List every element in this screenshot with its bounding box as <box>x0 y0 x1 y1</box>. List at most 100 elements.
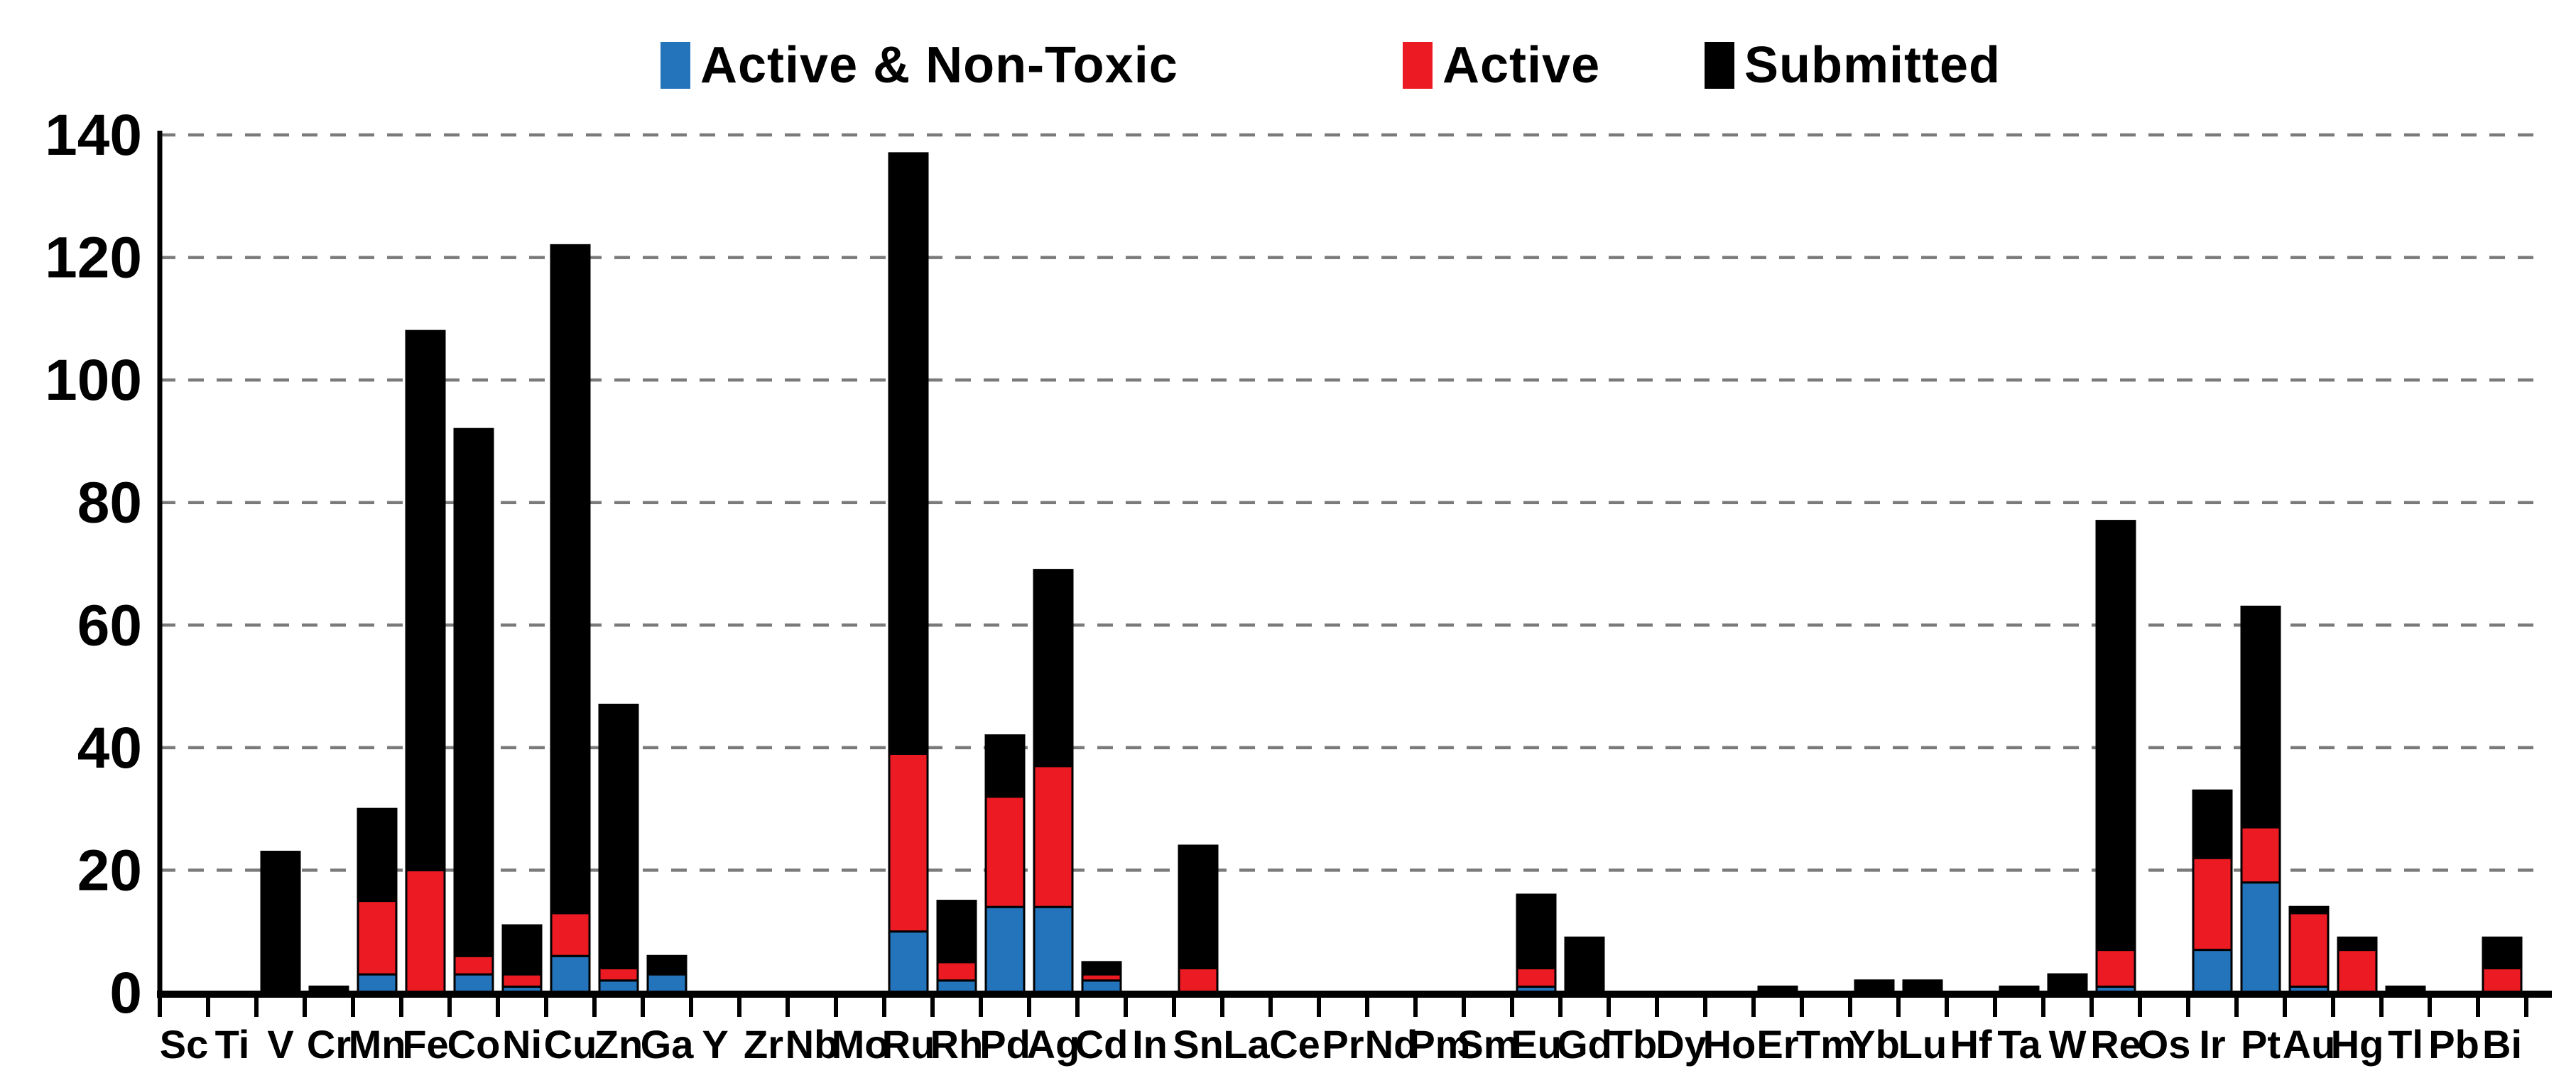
y-axis-tick-label: 0 <box>109 961 142 1025</box>
x-axis-tick-label: Ru <box>882 1022 935 1067</box>
x-axis-tick-label: Sn <box>1173 1022 1224 1067</box>
bar-segment-Fe <box>405 868 446 994</box>
x-axis-tick-label: Pt <box>2241 1022 2281 1067</box>
legend-swatch-blue-icon <box>661 42 690 89</box>
x-axis-tick-label: Yb <box>1849 1022 1900 1067</box>
x-axis-tick-label: Hf <box>1950 1022 1991 1067</box>
x-axis-tick-label: W <box>2049 1022 2087 1067</box>
x-axis-tick-label: Ta <box>1997 1022 2041 1067</box>
x-axis-tick-label: Co <box>447 1022 501 1067</box>
x-axis-tick-label: Ce <box>1269 1022 1320 1067</box>
bar-segment-Ru <box>888 752 929 933</box>
bar-segment-Au <box>2288 912 2330 988</box>
x-axis-tick-label: Rh <box>930 1022 984 1067</box>
legend-item-submitted: Submitted <box>1705 30 2001 101</box>
x-axis-tick-label: V <box>267 1022 293 1067</box>
x-axis-tick-label: Bi <box>2482 1022 2522 1067</box>
bar-segment-Mn <box>357 900 398 976</box>
bar-segment-Ga <box>646 954 688 976</box>
bar-segment-Ir <box>2192 789 2233 859</box>
bar-segment-Mn <box>357 807 398 903</box>
bar-segment-Eu <box>1516 966 1557 988</box>
x-axis-tick-label: Ag <box>1027 1022 1080 1067</box>
x-axis-tick-label: Cd <box>1075 1022 1129 1067</box>
bar-segment-Hg <box>2337 949 2378 994</box>
bar-segment-Re <box>2095 520 2136 952</box>
x-axis-tick-label: Os <box>2138 1022 2191 1067</box>
x-axis-tick-label: Tl <box>2388 1022 2423 1067</box>
bar-segment-Au <box>2288 905 2330 915</box>
x-axis-tick-label: Er <box>1756 1022 1798 1067</box>
bar-segment-Eu <box>1516 893 1557 969</box>
x-axis-tick-label: Cr <box>307 1022 351 1067</box>
bar-segment-Ag <box>1033 569 1074 768</box>
x-axis-tick-label: Fe <box>402 1022 448 1067</box>
bar-segment-Co <box>453 427 494 957</box>
bar-segment-Pd <box>984 734 1026 798</box>
bar-segment-Rh <box>936 961 977 982</box>
bar-segment-Bi <box>2482 966 2523 994</box>
legend-label: Active & Non-Toxic <box>700 37 1178 94</box>
x-axis-tick-label: Re <box>2090 1022 2141 1067</box>
bar-segment-Cd <box>1081 961 1122 976</box>
legend-label: Active <box>1442 37 1601 94</box>
bar-segment-Fe <box>405 329 446 871</box>
x-axis-tick-label: Lu <box>1898 1022 1947 1067</box>
bar-segment-W <box>2047 973 2088 994</box>
bar-segment-Rh <box>936 900 977 964</box>
x-axis-tick-label: Dy <box>1656 1022 1707 1067</box>
x-axis-tick-label: Pm <box>1408 1022 1470 1067</box>
x-axis-tick-label: Ho <box>1703 1022 1756 1067</box>
bar-segment-Zn <box>598 966 639 982</box>
x-axis-tick-label: Tb <box>1609 1022 1657 1067</box>
bar-segment-Mn <box>357 973 398 994</box>
x-axis-tick-label: Pb <box>2428 1022 2479 1067</box>
bar-segment-Bi <box>2482 936 2523 969</box>
x-axis-tick-label: Pr <box>1322 1022 1364 1067</box>
bar-segment-Ni <box>501 924 543 976</box>
x-axis-tick-label: Eu <box>1511 1022 1562 1067</box>
bar-segment-Pt <box>2240 826 2281 884</box>
x-axis-tick-label: Sc <box>160 1022 209 1067</box>
bar-segment-Co <box>453 954 494 976</box>
y-axis-tick-label: 120 <box>45 226 142 290</box>
bar-segment-Sn <box>1178 844 1219 969</box>
x-axis-tick-label: Ir <box>2199 1022 2225 1067</box>
legend-swatch-red-icon <box>1403 42 1433 89</box>
x-axis-tick-label: Zr <box>744 1022 783 1067</box>
x-axis-tick-label: In <box>1132 1022 1168 1067</box>
y-axis-tick-label: 100 <box>45 348 142 413</box>
y-axis-tick-label: 80 <box>77 471 142 535</box>
bar-segment-Sn <box>1178 966 1219 994</box>
y-axis-tick-label: 60 <box>77 593 142 658</box>
bar-segment-V <box>260 851 301 994</box>
x-axis-tick-label: Nd <box>1365 1022 1418 1067</box>
bar-segment-Pt <box>2240 605 2281 829</box>
bar-segment-Ag <box>1033 765 1074 908</box>
x-axis-tick-label: Ni <box>502 1022 542 1067</box>
bar-segment-Ir <box>2192 856 2233 952</box>
x-axis-tick-label: Mo <box>832 1022 889 1067</box>
x-axis-tick-label: Ti <box>215 1022 250 1067</box>
bar-segment-Ga <box>646 973 688 994</box>
x-axis-tick-label: La <box>1223 1022 1270 1067</box>
x-axis-tick-label: Au <box>2283 1022 2336 1067</box>
y-axis-tick-label: 40 <box>77 716 142 780</box>
bar-segment-Pd <box>984 905 1026 994</box>
legend-item-active: Active <box>1403 30 1600 101</box>
chart-legend: Active & Non-Toxic Active Submitted <box>0 30 2576 108</box>
bar-segment-Gd <box>1564 936 1605 994</box>
bar-segment-Cu <box>550 244 591 915</box>
bar-segment-Hg <box>2337 936 2378 952</box>
x-axis-tick-label: Sm <box>1457 1022 1518 1067</box>
x-axis-tick-label: Y <box>702 1022 728 1067</box>
bar-segment-Ru <box>888 930 929 994</box>
legend-swatch-black-icon <box>1705 42 1734 89</box>
bar-segment-Ag <box>1033 905 1074 994</box>
bar-segment-Pd <box>984 795 1026 908</box>
y-axis-tick-label: 140 <box>45 103 142 168</box>
x-axis-tick-label: Gd <box>1557 1022 1612 1067</box>
bar-segment-Cu <box>550 954 591 994</box>
